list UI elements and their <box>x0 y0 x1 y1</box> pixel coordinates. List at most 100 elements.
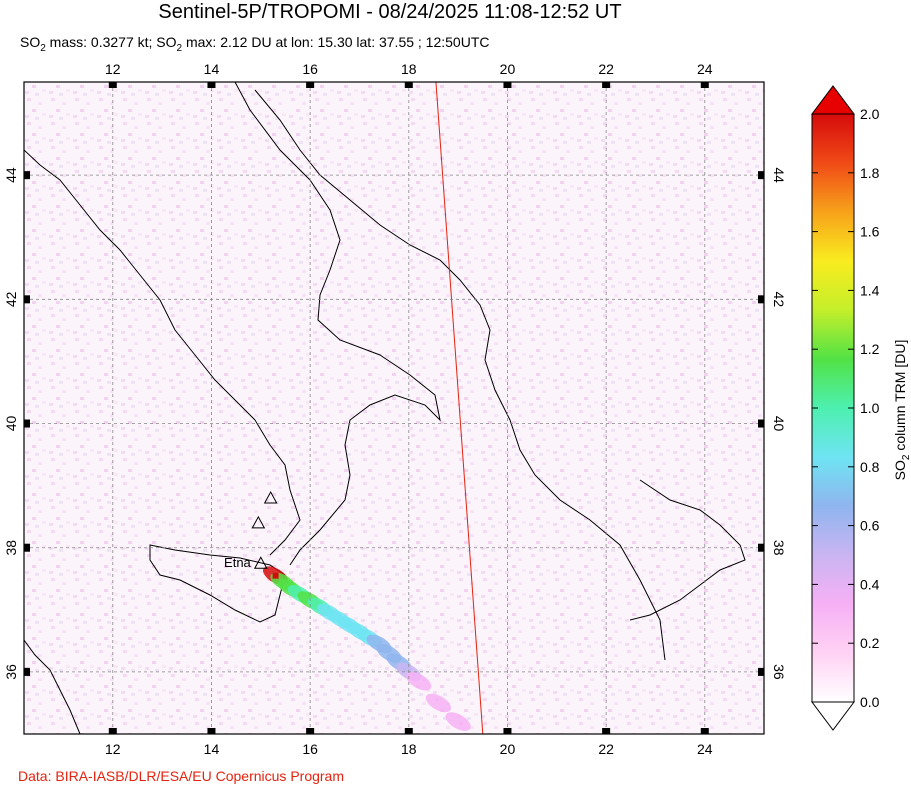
x-tick-top-2 <box>306 82 315 88</box>
subtitle-max-sub: 2 <box>177 43 183 54</box>
x-tick-label-bottom-6: 24 <box>697 741 713 757</box>
colorbar-tick-label-9: 1.8 <box>860 165 880 181</box>
volcano-marker-1 <box>263 490 278 504</box>
swath-edge-line <box>435 82 484 734</box>
y-tick-label-right-0: 36 <box>771 664 787 680</box>
coastline-italy-east <box>234 82 441 566</box>
x-tick-label-top-6: 24 <box>697 61 713 77</box>
plume-layer <box>262 566 471 731</box>
colorbar-label: SO2 column TRM [DU] <box>892 340 911 481</box>
x-tick-label-bottom-3: 18 <box>401 741 417 757</box>
colorbar-tick-label-0: 0.0 <box>860 694 880 710</box>
data-credit: Data: BIRA-IASB/DLR/ESA/EU Copernicus Pr… <box>18 768 344 784</box>
colorbar-max-extend <box>811 85 855 115</box>
colorbar-tick-label-10: 2.0 <box>860 106 880 122</box>
volcano-label-0: Etna <box>224 555 252 570</box>
plume-cell-15 <box>406 671 432 691</box>
x-tick-top-5 <box>602 82 611 88</box>
y-tick-right-4 <box>758 171 764 180</box>
x-tick-top-4 <box>503 82 512 88</box>
x-tick-top-0 <box>108 82 117 88</box>
map-panel: Etna 12 12 14 14 16 16 18 18 20 20 22 22 24 24 36 36 38 3… <box>3 61 787 757</box>
x-tick-label-top-2: 16 <box>302 61 318 77</box>
colorbar-min-extend <box>811 701 855 731</box>
subtitle-mass-text: mass: 0.3277 kt; <box>46 34 157 50</box>
x-tick-bottom-5 <box>602 728 611 734</box>
plume-cell-16 <box>425 693 452 713</box>
coastline-balkans <box>254 89 666 661</box>
x-tick-bottom-3 <box>404 728 413 734</box>
y-tick-label-left-4: 44 <box>3 167 19 183</box>
x-tick-bottom-2 <box>306 728 315 734</box>
map-content: Etna <box>24 82 764 734</box>
y-tick-label-right-3: 42 <box>771 292 787 308</box>
y-tick-label-left-2: 40 <box>3 416 19 432</box>
subtitle-mass-prefix: SO <box>20 34 40 50</box>
x-tick-label-top-3: 18 <box>401 61 417 77</box>
x-tick-top-6 <box>700 82 709 88</box>
colorbar-tick-label-3: 0.6 <box>860 518 880 534</box>
y-tick-left-4 <box>24 171 30 180</box>
colorbar-label-text: column TRM [DU] <box>892 340 908 455</box>
coastlines <box>24 82 746 734</box>
y-tick-left-1 <box>24 543 30 552</box>
x-tick-label-bottom-0: 12 <box>105 741 121 757</box>
coastline-greece <box>629 479 746 621</box>
colorbar-tick-label-4: 0.8 <box>860 459 880 475</box>
y-tick-right-1 <box>758 543 764 552</box>
y-tick-left-2 <box>24 419 30 428</box>
colorbar-tick-label-2: 0.4 <box>860 576 880 592</box>
plume-cell-17 <box>445 712 471 731</box>
x-tick-label-bottom-5: 22 <box>598 741 614 757</box>
y-tick-label-right-1: 38 <box>771 540 787 556</box>
chart-title: Sentinel-5P/TROPOMI - 08/24/2025 11:08-1… <box>158 1 621 23</box>
subtitle-max-prefix: SO <box>156 34 176 50</box>
x-tick-label-top-4: 20 <box>500 61 516 77</box>
coastline-africa <box>24 639 81 734</box>
x-tick-label-top-5: 22 <box>598 61 614 77</box>
x-tick-label-bottom-4: 20 <box>500 741 516 757</box>
subtitle-mass-sub: 2 <box>40 43 46 54</box>
x-tick-top-1 <box>207 82 216 88</box>
y-tick-label-left-1: 38 <box>3 540 19 556</box>
colorbar-tick-label-7: 1.4 <box>860 282 880 298</box>
y-tick-label-right-4: 44 <box>771 167 787 183</box>
tick-layer: 12 12 14 14 16 16 18 18 20 20 22 22 24 24 36 36 38 38 40 40… <box>3 61 787 757</box>
y-tick-right-2 <box>758 419 764 428</box>
x-tick-bottom-4 <box>503 728 512 734</box>
y-tick-right-3 <box>758 295 764 304</box>
max-point-marker <box>272 572 279 579</box>
x-tick-bottom-0 <box>108 728 117 734</box>
chart-subtitle: SO2 mass: 0.3277 kt; SO2 max: 2.12 DU at… <box>20 34 490 54</box>
x-tick-bottom-6 <box>700 728 709 734</box>
x-tick-label-top-0: 12 <box>105 61 121 77</box>
volcano-marker-0 <box>253 556 268 569</box>
y-tick-label-left-0: 36 <box>3 664 19 680</box>
colorbar-label-sub: 2 <box>901 454 911 460</box>
grid-layer <box>24 82 764 734</box>
subtitle-max-text: max: 2.12 DU at lon: 15.30 lat: 37.55 ; … <box>182 34 489 50</box>
y-tick-label-left-3: 42 <box>3 291 19 307</box>
coastline-italy-west <box>24 149 301 556</box>
y-tick-left-0 <box>24 667 30 676</box>
colorbar-ticks: 0.0 0.2 0.4 0.6 0.8 1.0 1.2 1.4 1.6 1.8 2.0 <box>812 106 880 710</box>
map-background <box>24 82 764 734</box>
colorbar: 0.0 0.2 0.4 0.6 0.8 1.0 1.2 1.4 1.6 1.8 2.0 SO2 co… <box>811 85 911 731</box>
map-frame <box>23 81 765 735</box>
y-tick-label-right-2: 40 <box>771 416 787 432</box>
colorbar-label-prefix: SO <box>892 460 908 480</box>
volcano-marker-2 <box>251 515 266 529</box>
colorbar-tick-label-8: 1.6 <box>860 224 880 240</box>
x-tick-label-top-1: 14 <box>204 61 220 77</box>
y-tick-left-3 <box>24 295 30 304</box>
x-tick-top-3 <box>404 82 413 88</box>
x-tick-label-bottom-2: 16 <box>302 741 318 757</box>
coastline-sicily <box>149 544 286 623</box>
colorbar-tick-label-6: 1.2 <box>860 341 880 357</box>
colorbar-tick-label-1: 0.2 <box>860 635 880 651</box>
colorbar-gradient <box>811 113 855 703</box>
x-tick-bottom-1 <box>207 728 216 734</box>
x-tick-label-bottom-1: 14 <box>204 741 220 757</box>
y-tick-right-0 <box>758 667 764 676</box>
volcano-layer: Etna <box>224 490 278 570</box>
